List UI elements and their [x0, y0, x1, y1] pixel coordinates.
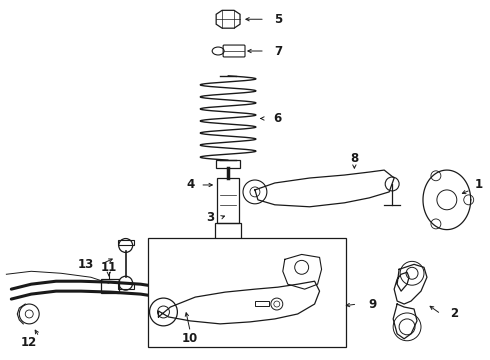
Text: 2: 2 — [450, 307, 458, 320]
Bar — [216, 160, 240, 168]
Text: 5: 5 — [274, 13, 282, 26]
Text: 10: 10 — [182, 332, 198, 345]
Bar — [217, 178, 239, 223]
Bar — [215, 223, 241, 252]
Bar — [147, 238, 346, 347]
Text: 13: 13 — [78, 258, 94, 271]
Bar — [118, 239, 134, 246]
Text: 1: 1 — [475, 179, 483, 192]
Text: 12: 12 — [21, 336, 37, 349]
Bar — [101, 279, 119, 293]
Text: 7: 7 — [274, 45, 282, 58]
Bar — [255, 301, 269, 306]
Text: 6: 6 — [274, 112, 282, 125]
Bar — [220, 252, 236, 260]
Text: 3: 3 — [206, 211, 214, 224]
Bar — [118, 283, 134, 289]
Text: 8: 8 — [350, 152, 359, 165]
Text: 9: 9 — [368, 297, 376, 311]
Text: 11: 11 — [100, 261, 117, 274]
Text: 4: 4 — [186, 179, 195, 192]
